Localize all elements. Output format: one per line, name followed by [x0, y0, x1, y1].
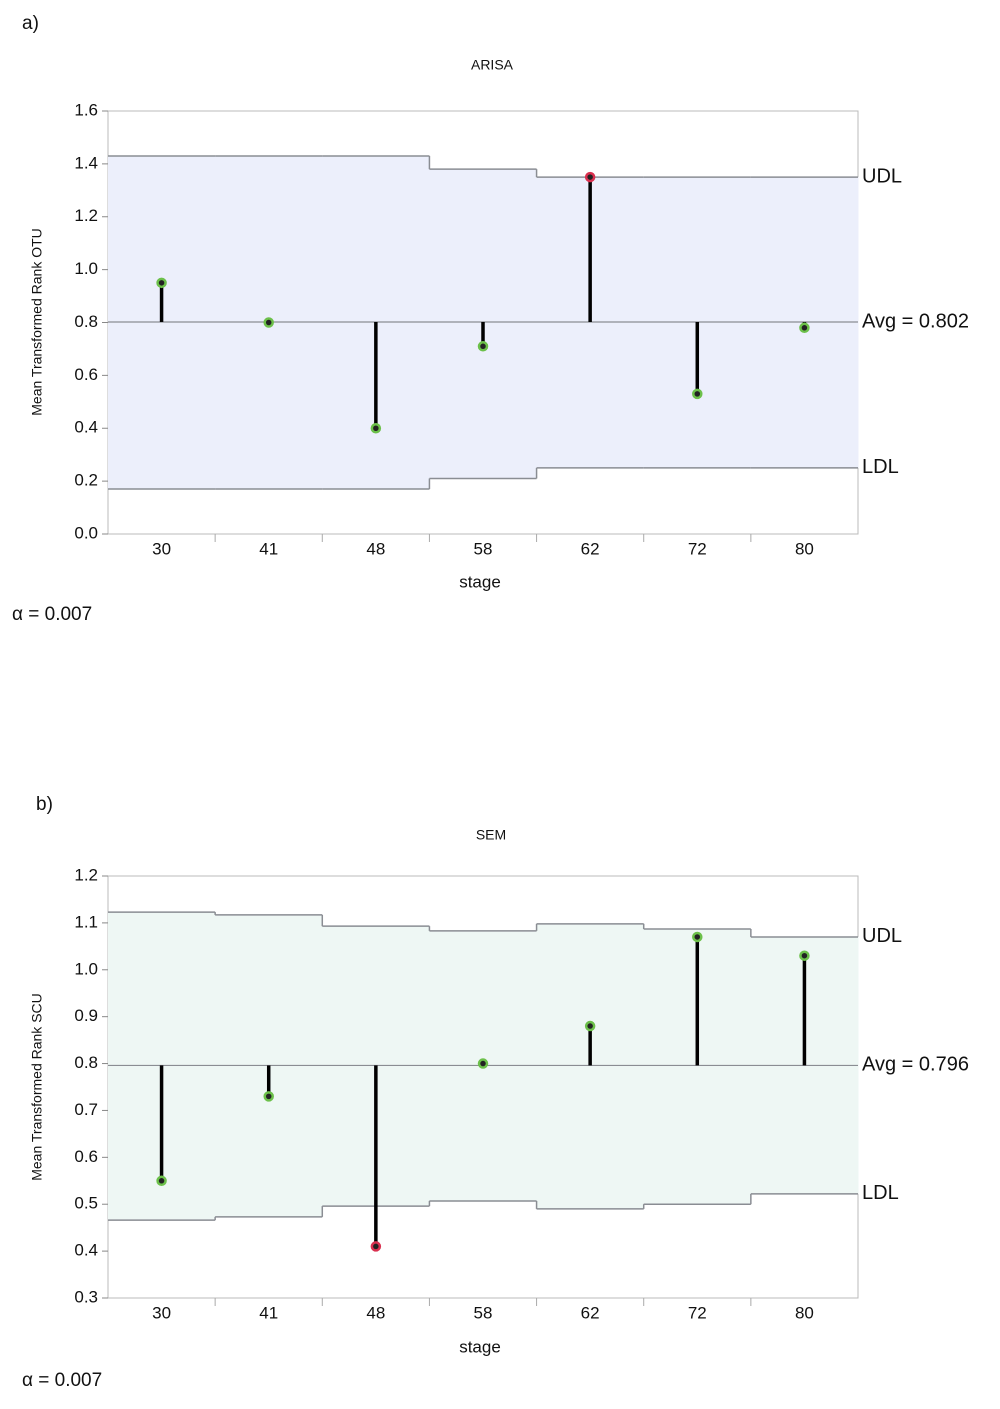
x-tick-label: 30: [152, 539, 171, 558]
x-tick-label: 58: [474, 1303, 493, 1322]
ldl-label: LDL: [862, 456, 899, 478]
y-tick-label: 0.9: [74, 1006, 98, 1025]
avg-label: Avg = 0.802: [862, 310, 969, 332]
y-tick-label: 0.8: [74, 312, 98, 331]
point: [799, 322, 810, 334]
y-tick-label: 1.0: [74, 259, 98, 278]
point: [370, 423, 382, 434]
y-axis-title: Mean Transformed Rank OTU: [29, 228, 45, 416]
chart-title: SEM: [476, 827, 506, 843]
y-tick-label: 0.8: [74, 1053, 98, 1072]
point: [263, 317, 274, 328]
point: [477, 1058, 489, 1069]
ldl-label: LDL: [862, 1182, 899, 1204]
point: [584, 171, 596, 183]
udl-label: UDL: [862, 165, 902, 187]
alpha-label: α = 0.007: [22, 1370, 102, 1391]
panel-label: a): [22, 13, 39, 34]
y-tick-label: 0.2: [74, 471, 98, 490]
decision-band: [536, 923, 645, 1209]
x-axis-title: stage: [459, 572, 501, 591]
point: [692, 931, 703, 943]
y-tick-label: 0.7: [74, 1100, 98, 1119]
x-axis-title: stage: [459, 1337, 501, 1356]
point: [156, 1175, 167, 1187]
avg-label: Avg = 0.796: [862, 1054, 969, 1076]
point: [799, 950, 810, 961]
x-tick-label: 80: [795, 539, 814, 558]
x-tick-label: 48: [366, 1303, 385, 1322]
y-tick-label: 0.6: [74, 1147, 98, 1166]
point: [584, 1020, 596, 1032]
point: [370, 1241, 382, 1252]
y-tick-label: 1.4: [74, 153, 98, 172]
x-tick-label: 41: [259, 539, 278, 558]
x-tick-label: 80: [795, 1303, 814, 1322]
x-tick-label: 41: [259, 1303, 278, 1322]
x-tick-label: 48: [366, 539, 385, 558]
y-tick-label: 1.0: [74, 959, 98, 978]
udl-label: UDL: [862, 925, 902, 947]
panel-label: b): [36, 794, 53, 815]
y-tick-label: 0.5: [74, 1194, 98, 1213]
x-tick-label: 62: [581, 539, 600, 558]
x-tick-label: 72: [688, 1303, 707, 1322]
y-tick-label: 0.4: [74, 418, 98, 437]
x-tick-label: 58: [474, 539, 493, 558]
alpha-label: α = 0.007: [12, 604, 92, 625]
y-tick-label: 0.6: [74, 365, 98, 384]
x-tick-label: 72: [688, 539, 707, 558]
y-tick-label: 1.6: [74, 100, 98, 119]
point: [477, 341, 489, 352]
y-tick-label: 0.0: [74, 523, 98, 542]
point: [692, 388, 703, 400]
y-tick-label: 0.3: [74, 1287, 98, 1306]
point: [263, 1091, 274, 1102]
y-tick-label: 0.4: [74, 1241, 98, 1260]
x-tick-label: 62: [581, 1303, 600, 1322]
chart-title: ARISA: [471, 57, 514, 73]
x-tick-label: 30: [152, 1303, 171, 1322]
y-tick-label: 1.1: [74, 912, 98, 931]
point: [156, 277, 167, 289]
y-tick-label: 1.2: [74, 865, 98, 884]
y-tick-label: 1.2: [74, 206, 98, 225]
y-axis-title: Mean Transformed Rank SCU: [29, 993, 45, 1181]
